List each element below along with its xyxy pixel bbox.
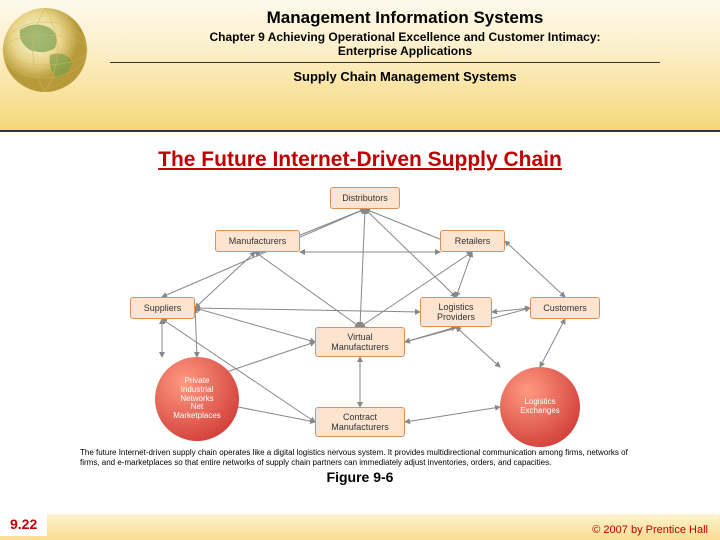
copyright-text: © 2007 by Prentice Hall [592, 524, 708, 536]
section-title: Supply Chain Management Systems [110, 69, 700, 84]
globe-decor [0, 0, 100, 105]
node-customers: Customers [530, 297, 600, 319]
figure-caption: The future Internet-driven supply chain … [80, 448, 640, 467]
figure-label: Figure 9-6 [0, 469, 720, 485]
header-band: Management Information Systems Chapter 9… [0, 0, 720, 130]
node-suppliers: Suppliers [130, 297, 195, 319]
main-title: Management Information Systems [110, 8, 700, 28]
slide-heading: The Future Internet-Driven Supply Chain [0, 148, 720, 172]
node-manufacturers: Manufacturers [215, 230, 300, 252]
page-number: 9.22 [0, 512, 47, 536]
node-contract: Contract Manufacturers [315, 407, 405, 437]
sphere-pin: Private Industrial Networks Net Marketpl… [155, 357, 239, 441]
divider [110, 62, 660, 63]
supply-chain-diagram: Distributors Manufacturers Retailers Suppli… [100, 182, 620, 442]
title-block: Management Information Systems Chapter 9… [110, 8, 700, 84]
node-logistics: Logistics Providers [420, 297, 492, 327]
node-retailers: Retailers [440, 230, 505, 252]
chapter-line: Chapter 9 Achieving Operational Excellen… [110, 30, 700, 44]
sphere-lex: Logistics Exchanges [500, 367, 580, 447]
header-rule [0, 130, 720, 132]
node-virtual: Virtual Manufacturers [315, 327, 405, 357]
content-area: The Future Internet-Driven Supply Chain … [0, 140, 720, 510]
subtitle-line: Enterprise Applications [110, 44, 700, 58]
node-distributors: Distributors [330, 187, 400, 209]
